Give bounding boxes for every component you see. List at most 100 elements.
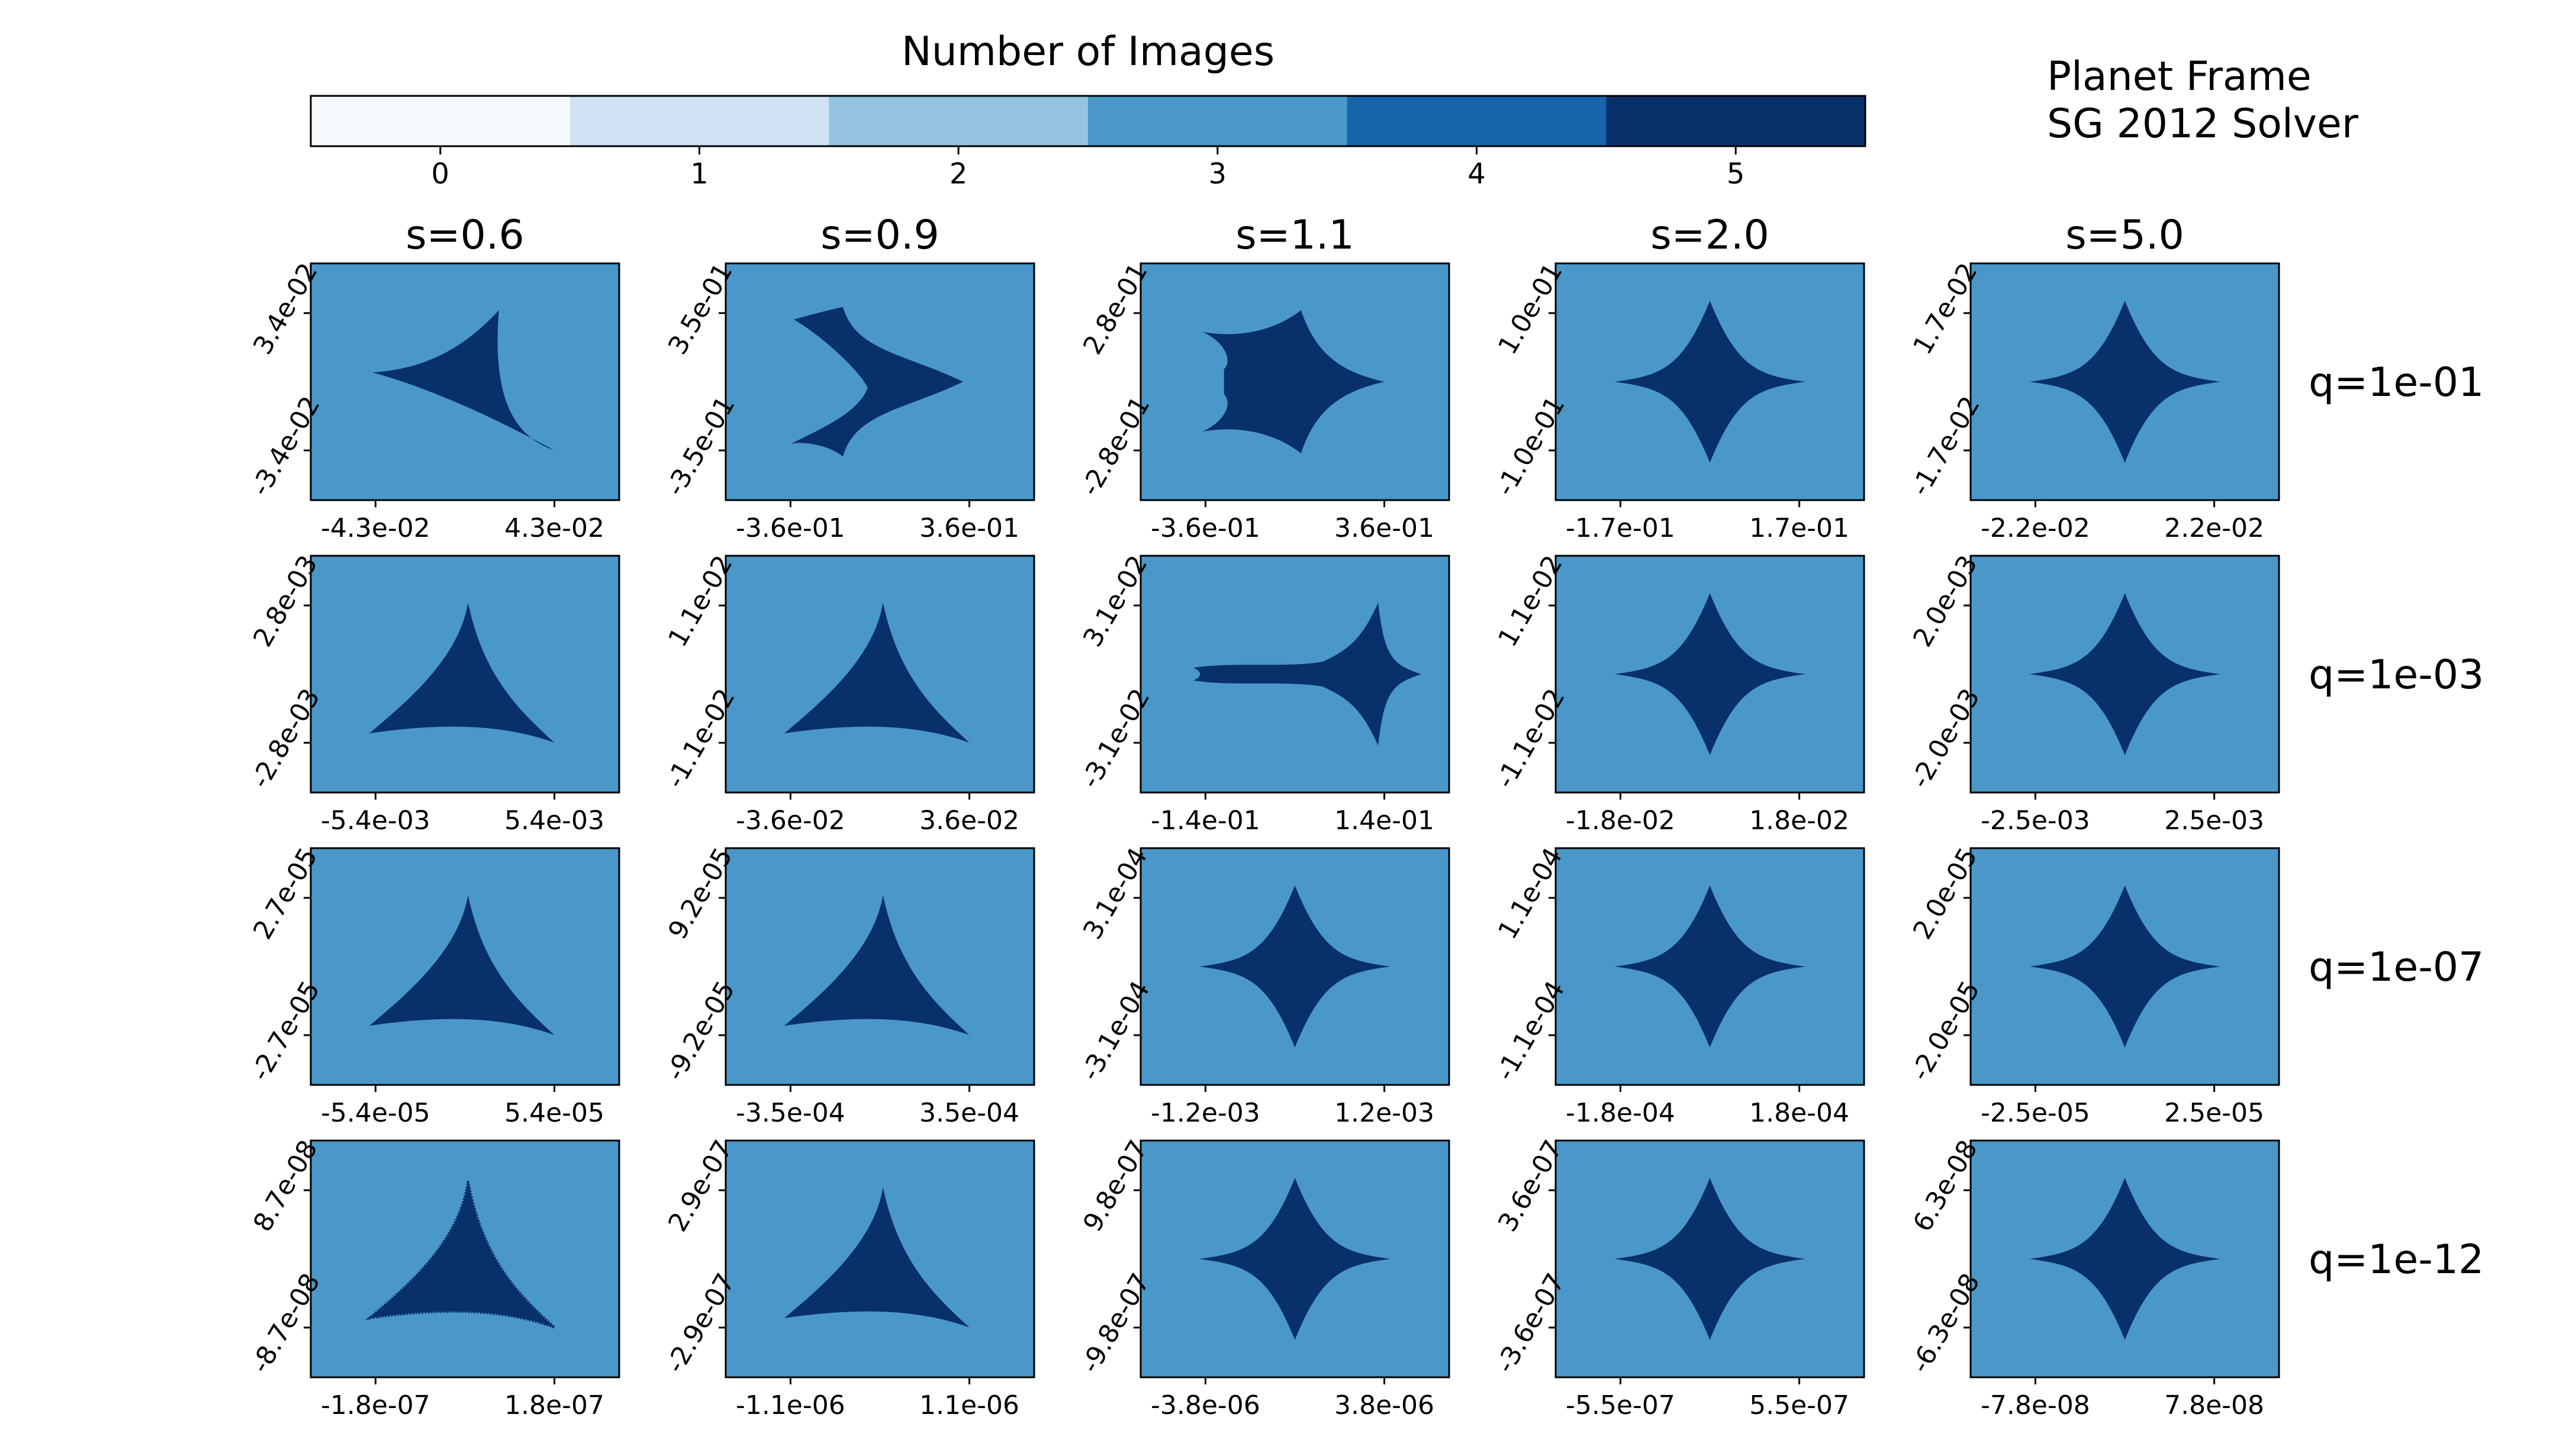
caustic-region [369,894,555,1035]
colorbar-tick-label: 3 [1209,157,1227,191]
colorbar-cell-1 [569,96,829,146]
column-title: s=5.0 [2065,212,2184,259]
colorbar-tick-label: 1 [690,157,709,191]
panel-frame [725,847,1035,1086]
panel: -3.6e-01 3.6e-012.8e-01-2.8e-01 [1075,258,1450,543]
colorbar-tick-label: 5 [1727,157,1745,191]
panel: -4.3e-02 4.3e-023.4e-02-3.4e-02 [245,258,620,543]
panel-frame [1969,847,2280,1086]
x-tick-label: -3.6e-02 [736,806,845,836]
panel-frame [1554,262,1865,501]
caustic-region [2029,885,2221,1048]
panel: -1.7e-01 1.7e-011.0e-01-1.0e-01 [1490,258,1865,543]
panel: -1.8e-04 1.8e-041.1e-04-1.1e-04 [1490,843,1865,1128]
x-tick-label: 5.4e-03 [504,806,604,836]
panel-frame [1140,1139,1450,1378]
x-tick-label: 2.5e-03 [2164,806,2264,836]
panel-frame [1140,555,1450,794]
colorbar-title: Number of Images [902,28,1274,75]
panel-frame [1969,555,2280,794]
x-tick-label: 3.6e-02 [919,806,1019,836]
panel: -3.5e-04 3.5e-049.2e-05-9.2e-05 [660,843,1035,1128]
caustic-region [2029,1178,2221,1340]
caustic-region [2029,593,2221,755]
colorbar-cells [311,96,1866,146]
x-tick-label: 4.3e-02 [504,513,604,543]
x-tick-label: 1.4e-01 [1334,806,1434,836]
column-title: s=0.6 [405,212,524,259]
panel-frame [725,555,1035,794]
colorbar-frame [310,95,1866,147]
caustic-region [784,1187,970,1328]
colorbar-tick-label: 2 [949,157,968,191]
x-tick-label: 1.8e-07 [504,1390,604,1420]
panel-frame [725,262,1035,501]
caustic-region [1202,310,1385,454]
panel-frame [1969,262,2280,501]
caustic-region [1614,885,1806,1048]
caustic-region [372,310,555,450]
panel: -5.4e-03 5.4e-032.8e-03-2.8e-03 [245,550,620,836]
caustic-region [365,1181,555,1329]
caustic-region [1614,1178,1806,1340]
panel-grid: s=0.6 s=0.9 s=1.1 s=2.0 s=5.0 q=1e-01 q=1e-03 q… [245,212,2484,1420]
panel: -5.4e-05 5.4e-052.7e-05-2.7e-05 [245,843,620,1128]
x-tick-label: 1.7e-01 [1749,513,1849,543]
caustic-region [1199,1178,1391,1340]
row-label: q=1e-03 [2309,652,2484,698]
x-tick-label: 2.5e-05 [2164,1098,2264,1128]
x-tick-label: -3.6e-01 [736,513,845,543]
row-label: q=1e-07 [2309,944,2484,991]
x-tick-label: 3.8e-06 [1334,1390,1434,1420]
x-tick-label: 5.5e-07 [1749,1390,1849,1420]
panel: -2.5e-03 2.5e-032.0e-03-2.0e-03 [1905,550,2280,836]
panel-frame [1554,555,1865,794]
caustic-region [1193,602,1422,746]
colorbar-cell-2 [829,96,1089,146]
x-tick-label: -1.4e-01 [1151,806,1260,836]
x-tick-label: 1.8e-02 [1749,806,1849,836]
colorbar-tick-label: 0 [432,157,450,191]
panel: -1.1e-06 1.1e-062.9e-07-2.9e-07 [660,1135,1035,1420]
column-title: s=2.0 [1650,212,1769,259]
annotation-line-1: Planet Frame [2047,53,2312,100]
caustic-region [784,602,970,743]
annotation: Planet Frame SG 2012 Solver [2047,53,2358,147]
colorbar: Number of Images 0 1 2 3 4 5 [310,28,1866,191]
x-tick-label: -1.1e-06 [736,1390,845,1420]
caustic-region [784,894,970,1035]
x-tick-label: 2.2e-02 [2164,513,2264,543]
panel: -3.6e-01 3.6e-013.5e-01-3.5e-01 [660,258,1035,543]
x-tick-label: 3.6e-01 [1334,513,1434,543]
panel-frame [310,262,620,501]
panel-frame [1554,1139,1865,1378]
x-tick-label: -7.8e-08 [1981,1390,2090,1420]
x-tick-label: -1.8e-04 [1566,1098,1675,1128]
x-tick-label: -5.4e-05 [321,1098,430,1128]
column-title: s=0.9 [820,212,939,259]
caustic-region [369,602,555,743]
colorbar-cell-5 [1606,96,1866,146]
x-tick-label: -2.5e-03 [1981,806,2090,836]
x-tick-label: 7.8e-08 [2164,1390,2264,1420]
x-tick-label: 5.4e-05 [504,1098,604,1128]
panel: -1.4e-01 1.4e-013.1e-02-3.1e-02 [1075,550,1450,836]
x-tick-label: -1.8e-07 [321,1390,430,1420]
panel-frame [725,1139,1035,1378]
x-tick-label: -3.8e-06 [1151,1390,1260,1420]
caustic-region [2029,301,2221,463]
panel: -2.2e-02 2.2e-021.7e-02-1.7e-02 [1905,258,2280,543]
x-tick-label: 3.5e-04 [919,1098,1019,1128]
x-tick-label: -4.3e-02 [321,513,430,543]
x-tick-label: -1.7e-01 [1566,513,1675,543]
colorbar-cell-3 [1088,96,1348,146]
panel-frame [1140,262,1450,501]
caustic-region [1614,593,1806,755]
colorbar-cell-0 [311,96,571,146]
panel: -1.8e-07 1.8e-078.7e-08-8.7e-08 [245,1135,620,1420]
panel-frame [1554,847,1865,1086]
panel: -1.2e-03 1.2e-033.1e-04-3.1e-04 [1075,843,1450,1128]
panel: -3.8e-06 3.8e-069.8e-07-9.8e-07 [1075,1135,1450,1420]
panel: -7.8e-08 7.8e-086.3e-08-6.3e-08 [1905,1135,2280,1420]
